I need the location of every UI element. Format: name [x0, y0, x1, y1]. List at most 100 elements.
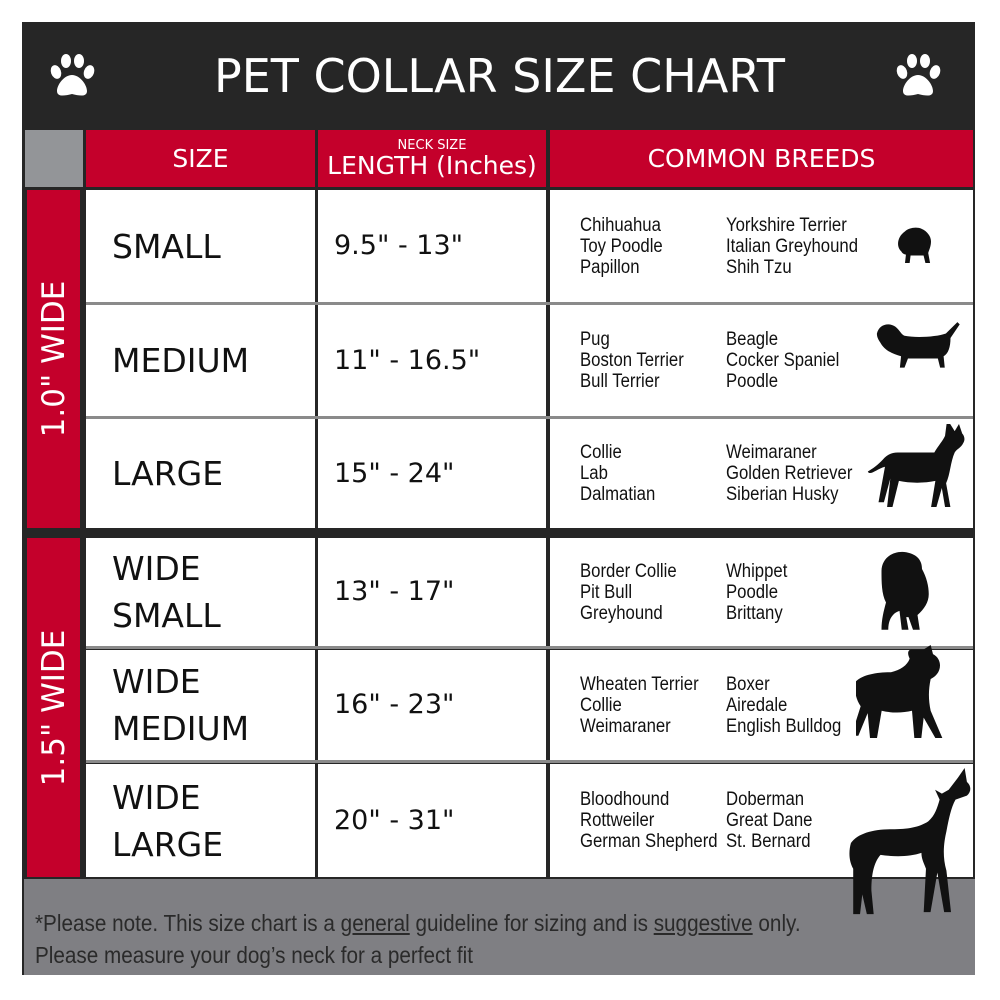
doberman-silhouette-icon [849, 768, 971, 915]
size-label: LARGE [112, 824, 224, 864]
column-header-sublabel: NECK SIZE [397, 138, 467, 153]
size-label: MEDIUM [112, 709, 250, 748]
note-underlined-suggestive: suggestive [653, 910, 753, 936]
group-label-1-5-inch: 1.5" WIDE [27, 538, 80, 877]
breeds-cell: Bloodhound Rottweiler German Shepherd Dober… [550, 764, 973, 877]
breed-name: Golden Retriever [726, 463, 853, 484]
row-divider [86, 302, 973, 305]
breed-name: Toy Poodle [580, 235, 663, 257]
breed-list-b: Weimaraner Golden Retriever Siberian Husky [726, 442, 852, 505]
note-text: guideline for sizing and is [409, 910, 654, 936]
breed-name: Airedale [726, 694, 788, 716]
breed-name: Greyhound [580, 602, 663, 624]
row-divider [86, 760, 973, 763]
group-label-text: 1.0" WIDE [35, 280, 72, 438]
group-label-text: 1.5" WIDE [35, 629, 72, 786]
breed-name: St. Bernard [726, 831, 811, 852]
length-cell: 15" - 24" [318, 419, 546, 528]
breed-name: Boxer [726, 673, 770, 695]
breed-name: Collie [580, 694, 622, 716]
size-cell: MEDIUM [86, 305, 315, 416]
breed-name: Beagle [726, 329, 779, 350]
breed-list-a: Border Collie Pit Bull Greyhound [580, 561, 677, 624]
header-bar [24, 24, 975, 128]
size-label: WIDE [112, 549, 201, 588]
row-divider [86, 416, 973, 419]
breed-name: English Bulldog [726, 715, 842, 737]
breed-list-a: Pug Boston Terrier Bull Terrier [580, 329, 684, 392]
breed-name: Collie [580, 442, 622, 463]
breed-list-b: Whippet Poodle Brittany [726, 561, 787, 624]
length-cell: 20" - 31" [318, 764, 546, 877]
size-label: SMALL [112, 596, 221, 635]
breed-name: Papillon [580, 256, 640, 278]
breed-name: Weimaraner [580, 715, 671, 737]
breed-name: Yorkshire Terrier [726, 214, 847, 236]
size-cell: WIDE LARGE [86, 764, 315, 877]
pitbull-silhouette-icon [856, 645, 943, 739]
group-divider [24, 529, 975, 537]
breed-name: German Shepherd [580, 831, 718, 852]
size-label: SMALL [112, 226, 221, 266]
breed-name: Bull Terrier [580, 371, 660, 392]
breed-list-b: Doberman Great Dane St. Bernard [726, 789, 812, 852]
breeds-cell: Pug Boston Terrier Bull Terrier Beagle Cocke… [550, 305, 973, 416]
breed-name: Italian Greyhound [726, 235, 858, 257]
dachshund-silhouette-icon [876, 322, 960, 368]
breed-name: Poodle [726, 371, 779, 392]
breed-name: Wheaten Terrier [580, 673, 699, 695]
paw-print-icon [50, 54, 95, 96]
breed-name: Cocker Spaniel [726, 350, 840, 371]
small-dog-silhouette-icon [898, 227, 931, 263]
breed-name: Dalmatian [580, 484, 656, 505]
breed-name: Weimaraner [726, 442, 817, 463]
breed-name: Border Collie [580, 560, 677, 582]
breed-name: Bloodhound [580, 789, 670, 810]
breed-list-b: Beagle Cocker Spaniel Poodle [726, 329, 839, 392]
size-label: WIDE [112, 777, 201, 817]
row-divider [86, 646, 973, 649]
breed-list-a: Bloodhound Rottweiler German Shepherd [580, 789, 718, 852]
breed-list-b: Yorkshire Terrier Italian Greyhound Shih T… [726, 215, 858, 278]
breed-name: Brittany [726, 602, 783, 624]
column-header-breeds: COMMON BREEDS [550, 130, 973, 187]
column-header-size: SIZE [86, 130, 315, 187]
breed-name: Chihuahua [580, 214, 661, 236]
column-header-label: SIZE [172, 144, 229, 173]
size-label: LARGE [112, 454, 224, 493]
column-header-length: NECK SIZE LENGTH (Inches) [318, 130, 546, 187]
breed-name: Siberian Husky [726, 484, 839, 505]
breed-list-a: Collie Lab Dalmatian [580, 442, 655, 505]
breed-name: Lab [580, 463, 608, 484]
length-cell: 9.5" - 13" [318, 190, 546, 302]
column-header-label: COMMON BREEDS [647, 144, 876, 173]
size-cell: SMALL [86, 190, 315, 302]
breed-name: Poodle [726, 581, 779, 603]
breed-list-a: Chihuahua Toy Poodle Papillon [580, 215, 663, 278]
note-text: *Please note. This size chart is a [35, 910, 341, 936]
size-label: WIDE [112, 662, 201, 701]
shepherd-silhouette-icon [867, 424, 965, 508]
breeds-cell: Collie Lab Dalmatian Weimaraner Golden Retri… [550, 419, 973, 528]
size-cell: WIDE MEDIUM [86, 650, 315, 760]
note-underlined-general: general [340, 910, 410, 936]
breed-name: Boston Terrier [580, 350, 684, 371]
breed-name: Pug [580, 329, 610, 350]
length-cell: 13" - 17" [318, 538, 546, 646]
footer-note-line-2: Please measure your dog’s neck for a per… [35, 942, 474, 968]
breed-name: Pit Bull [580, 581, 633, 603]
breed-name: Whippet [726, 560, 788, 582]
footer-note-line-1: *Please note. This size chart is a gener… [35, 910, 801, 937]
size-cell: WIDE SMALL [86, 538, 315, 646]
size-cell: LARGE [86, 419, 315, 528]
breed-list-a: Wheaten Terrier Collie Weimaraner [580, 674, 699, 737]
footer-note [24, 879, 975, 975]
corner-cell [25, 130, 83, 187]
length-cell: 16" - 23" [318, 650, 546, 760]
page-title: PET COLLAR SIZE CHART [213, 49, 786, 103]
note-text: only. [752, 910, 801, 936]
breed-name: Doberman [726, 789, 805, 810]
breed-name: Rottweiler [580, 810, 655, 831]
bulldog-silhouette-icon [881, 551, 929, 630]
column-header-label: LENGTH (Inches) [327, 151, 537, 180]
